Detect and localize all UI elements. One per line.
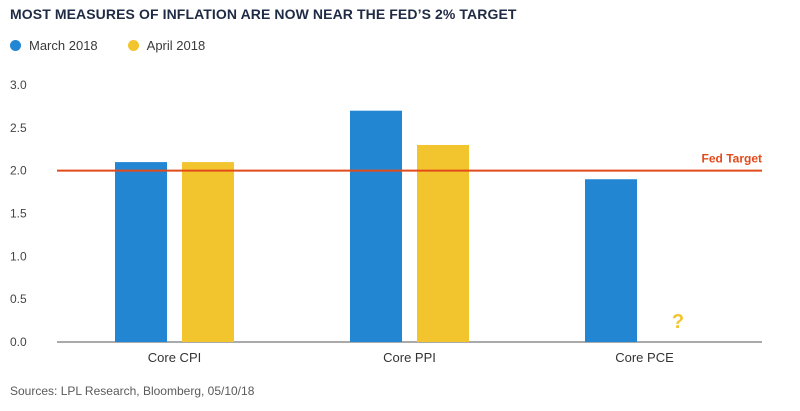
legend-label-april: April 2018 [146, 38, 206, 53]
y-tick-label: 1.0 [10, 249, 27, 263]
chart-title: MOST MEASURES OF INFLATION ARE NOW NEAR … [10, 6, 517, 22]
y-tick-label: 0.0 [10, 335, 27, 349]
y-tick-label: 0.5 [10, 292, 27, 306]
source-note: Sources: LPL Research, Bloomberg, 05/10/… [10, 384, 255, 398]
legend-swatch-april [127, 40, 139, 51]
legend-swatch-march [10, 40, 21, 51]
y-tick-label: 2.0 [10, 164, 27, 178]
fed-target-label: Fed Target [702, 152, 762, 166]
legend-item-march: March 2018 [10, 38, 98, 53]
legend-label-march: March 2018 [29, 38, 98, 53]
y-tick-label: 3.0 [10, 78, 27, 92]
y-tick-label: 2.5 [10, 121, 27, 135]
bar-april-2018-core-ppi [417, 144, 469, 342]
legend: March 2018 April 2018 [10, 38, 205, 53]
y-tick-label: 1.5 [10, 207, 27, 221]
missing-value-marker: ? [672, 311, 684, 333]
x-category-label: Core PCE [615, 350, 674, 365]
x-category-label: Core PPI [383, 350, 436, 365]
legend-item-april: April 2018 [127, 38, 206, 53]
bar-march-2018-core-pce [585, 179, 637, 342]
bar-april-2018-core-cpi [182, 162, 234, 342]
x-category-label: Core CPI [148, 350, 201, 365]
bar-march-2018-core-ppi [350, 110, 402, 342]
bar-march-2018-core-cpi [115, 162, 167, 342]
